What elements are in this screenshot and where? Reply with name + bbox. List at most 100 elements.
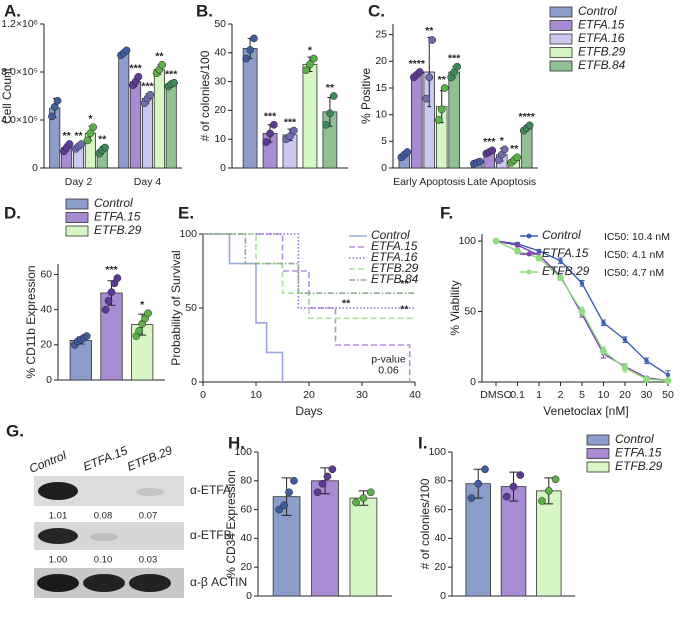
data-point: [262, 138, 271, 146]
data-point: [551, 475, 560, 484]
bar: [448, 71, 460, 169]
legend-swatch: [549, 20, 573, 31]
panel-label: D.: [4, 203, 21, 222]
marker: [492, 237, 500, 245]
y-axis-title: % CD34 Expression: [224, 470, 238, 577]
data-point: [403, 148, 412, 156]
y-tick-label: 20: [375, 55, 387, 67]
legend-swatch: [549, 6, 573, 18]
significance: ***: [284, 116, 297, 128]
blot-band: [129, 574, 171, 592]
data-point: [474, 479, 483, 488]
y-tick-label: 20: [214, 104, 226, 116]
data-point: [309, 54, 318, 63]
data-point: [323, 472, 332, 481]
data-point: [280, 501, 288, 510]
antibody-label: α-ETFB: [190, 528, 232, 542]
bar: [465, 483, 491, 597]
y-tick-label: 60: [240, 503, 252, 515]
data-point: [328, 465, 337, 474]
data-point: [425, 73, 434, 82]
marker: [578, 308, 586, 315]
data-point: [246, 46, 254, 54]
data-point: [266, 129, 274, 138]
data-point: [440, 84, 449, 92]
y-tick-label: 0: [470, 376, 476, 388]
x-tick-label: 10: [598, 389, 610, 401]
legend-label: ETFB.84: [371, 272, 419, 286]
data-point: [107, 288, 116, 296]
data-point: [289, 126, 298, 135]
significance: *: [88, 113, 93, 125]
data-point: [329, 92, 338, 100]
legend-swatch: [65, 212, 89, 223]
y-tick-label: 10: [214, 133, 226, 145]
legend-marker: [526, 233, 532, 239]
y-tick-label: 40: [40, 303, 52, 315]
marker: [665, 372, 671, 378]
annotation: **: [400, 278, 409, 290]
annotation: **: [400, 303, 409, 315]
survival-curve: [203, 233, 415, 294]
x-tick-label: 20: [619, 389, 631, 401]
marker: [644, 358, 649, 364]
y-tick-label: 50: [464, 305, 476, 317]
legend-swatch: [549, 60, 573, 72]
y-tick-label: 0: [220, 162, 226, 174]
quant-label: 1.01: [49, 511, 68, 522]
legend-label: ETFB.29: [578, 45, 626, 59]
legend-label: ETFA.16: [371, 250, 418, 264]
data-point: [422, 94, 431, 103]
data-point: [467, 494, 476, 502]
data-point: [359, 494, 368, 502]
legend-label: ETFB.29: [371, 261, 419, 275]
data-point: [270, 120, 278, 129]
legend-note: IC50: 4.1 nM: [604, 249, 664, 261]
data-point: [428, 36, 437, 44]
x-tick-label: Day 4: [134, 176, 162, 188]
x-tick-label: DMSO: [480, 389, 512, 401]
significance: **: [98, 133, 107, 145]
legend-swatch: [549, 47, 573, 58]
blot-band: [38, 528, 78, 544]
antibody-label: α-β ACTIN: [190, 575, 247, 589]
annotation: **: [342, 297, 351, 309]
significance: **: [438, 74, 447, 86]
legend-swatch: [586, 448, 610, 459]
y-tick-label: 0: [191, 376, 197, 388]
data-point: [65, 140, 74, 148]
legend-swatch: [586, 434, 610, 446]
x-tick-label: 1: [536, 389, 542, 401]
y-axis-title: % Viability: [448, 280, 462, 335]
y-tick-label: 100: [458, 235, 476, 247]
significance: **: [155, 51, 164, 63]
x-tick-label: Early Apoptosis: [393, 176, 465, 188]
y-axis-title: # of colonies/100: [418, 478, 432, 569]
data-point: [89, 123, 98, 132]
legend-label: ETFA.16: [578, 31, 625, 45]
data-point: [475, 157, 484, 166]
legend-label: ETFB.29: [94, 223, 142, 237]
significance: ***: [264, 111, 277, 123]
data-point: [313, 488, 322, 497]
data-point: [158, 60, 167, 69]
bar: [141, 98, 154, 169]
bar: [130, 81, 142, 169]
marker: [601, 320, 606, 325]
data-point: [250, 34, 258, 43]
significance: ****: [409, 58, 426, 70]
legend-label: ETFA.15: [542, 246, 589, 260]
y-tick-label: 50: [185, 302, 197, 314]
data-point: [326, 109, 334, 118]
data-point: [144, 309, 152, 318]
y-tick-label: 8.0×10⁵: [1, 66, 38, 78]
y-axis-title: Cell Count: [0, 67, 14, 124]
x-tick-label: Late Apoptosis: [467, 176, 536, 188]
data-point: [437, 105, 446, 114]
marker: [621, 364, 629, 372]
legend-label: Control: [542, 228, 581, 242]
significance: **: [510, 143, 519, 155]
data-point: [135, 326, 144, 335]
y-tick-label: 0: [32, 162, 38, 174]
